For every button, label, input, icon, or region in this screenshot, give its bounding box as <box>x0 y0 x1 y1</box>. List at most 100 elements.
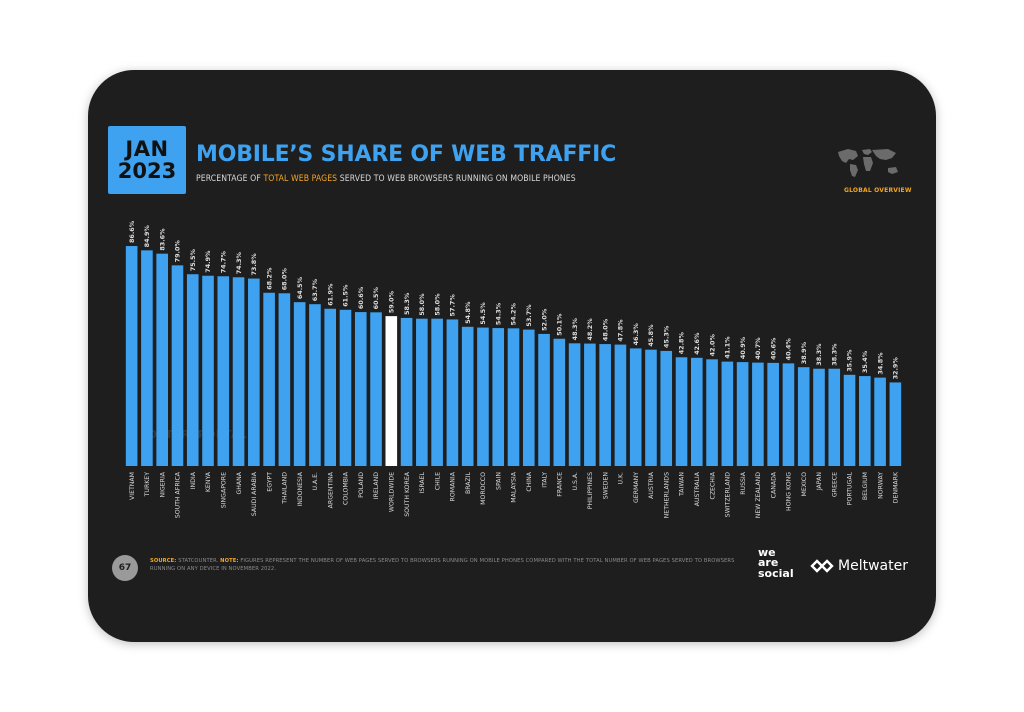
value-label-malaysia: 54.2% <box>510 303 518 326</box>
category-label-new-zealand: NEW ZEALAND <box>755 472 762 518</box>
bar-argentina <box>324 308 337 466</box>
subtitle-post: SERVED TO WEB BROWSERS RUNNING ON MOBILE… <box>337 174 576 184</box>
value-label-greece: 38.3% <box>830 343 838 366</box>
category-label-morocco: MOROCCO <box>480 472 487 505</box>
bar-norway <box>874 377 886 466</box>
bar-u-k <box>614 344 627 466</box>
bar-china <box>522 329 535 466</box>
value-label-nigeria: 83.6% <box>158 228 166 251</box>
bar-italy <box>538 333 550 466</box>
value-label-austria: 45.8% <box>647 324 655 347</box>
value-label-saudi-arabia: 73.8% <box>250 253 258 276</box>
value-label-hong-kong: 40.4% <box>785 338 793 361</box>
bar-denmark <box>889 382 902 466</box>
category-label-kenya: KENYA <box>205 471 212 492</box>
value-label-new-zealand: 40.7% <box>754 337 762 360</box>
section-label: GLOBAL OVERVIEW <box>844 187 912 194</box>
category-label-u-k: U.K. <box>618 472 625 485</box>
bar-south-africa <box>171 265 184 466</box>
category-label-brazil: BRAZIL <box>465 471 472 494</box>
value-label-ghana: 74.3% <box>235 252 243 275</box>
category-label-mexico: MEXICO <box>801 472 808 497</box>
bar-germany <box>629 348 642 466</box>
category-label-worldwide: WORLDWIDE <box>389 472 396 512</box>
logo-line-2: are <box>758 556 779 570</box>
value-label-egypt: 68.2% <box>265 267 273 290</box>
category-label-portugal: PORTUGAL <box>847 471 854 505</box>
category-label-china: CHINA <box>526 471 533 491</box>
value-label-switzerland: 41.1% <box>724 336 732 359</box>
value-label-canada: 40.6% <box>769 337 777 360</box>
value-label-india: 75.5% <box>189 248 197 271</box>
category-label-poland: POLAND <box>358 472 365 498</box>
bar-new-zealand <box>752 362 764 466</box>
category-label-spain: SPAIN <box>495 472 502 490</box>
category-label-czechia: CZECHIA <box>709 471 716 499</box>
bar-ghana <box>232 277 245 466</box>
value-label-morocco: 54.5% <box>479 302 487 325</box>
category-label-india: INDIA <box>190 471 197 489</box>
bar-austria <box>645 349 657 466</box>
value-label-netherlands: 45.3% <box>662 325 670 348</box>
bar-canada <box>767 362 779 466</box>
bar-south-korea <box>400 317 413 466</box>
category-label-ireland: IRELAND <box>373 472 380 499</box>
value-label-vietnam: 86.6% <box>128 220 136 243</box>
category-label-ghana: GHANA <box>236 471 243 494</box>
value-label-czechia: 42.0% <box>708 334 716 357</box>
bar-turkey <box>141 250 153 466</box>
bar-japan <box>813 368 825 466</box>
bar-poland <box>354 312 367 466</box>
category-label-sweden: SWEDEN <box>602 472 609 500</box>
value-label-norway: 34.8% <box>876 352 884 375</box>
category-label-germany: GERMANY <box>633 472 640 503</box>
page-number: 67 <box>112 555 138 581</box>
value-label-france: 50.1% <box>556 313 564 336</box>
category-label-singapore: SINGAPORE <box>220 472 227 508</box>
value-label-south-africa: 79.0% <box>174 240 182 263</box>
value-label-u-a-e: 63.7% <box>311 278 319 301</box>
value-label-thailand: 68.0% <box>281 268 289 291</box>
bar-israel <box>416 318 428 466</box>
category-label-turkey: TURKEY <box>144 472 151 498</box>
bar-romania <box>446 319 459 466</box>
value-label-colombia: 61.5% <box>342 284 350 307</box>
category-label-south-africa: SOUTH AFRICA <box>175 471 182 518</box>
category-label-egypt: EGYPT <box>266 472 273 492</box>
bar-netherlands <box>660 350 673 466</box>
bar-saudi-arabia <box>248 278 260 466</box>
bar-chart: 86.6% VIETNAM 84.9% TURKEY 83.6% NIGERIA 79.0%… <box>125 220 902 518</box>
value-label-ireland: 60.5% <box>372 287 380 310</box>
bar-russia <box>736 362 749 466</box>
category-label-israel: ISRAEL <box>419 471 426 493</box>
bar-philippines <box>584 343 596 466</box>
world-map-icon <box>838 149 898 177</box>
category-label-norway: NORWAY <box>877 472 884 499</box>
bar-sweden <box>599 344 611 466</box>
category-label-italy: ITALY <box>541 472 548 488</box>
category-label-australia: AUSTRALIA <box>694 471 701 506</box>
category-label-france: FRANCE <box>557 472 564 497</box>
meltwater-mark-icon <box>810 559 834 573</box>
meltwater-logo: Meltwater <box>810 558 908 574</box>
value-label-russia: 40.9% <box>739 336 747 359</box>
value-label-portugal: 35.9% <box>846 349 854 372</box>
value-label-israel: 58.0% <box>418 293 426 316</box>
value-label-turkey: 84.9% <box>143 225 151 248</box>
bar-taiwan <box>675 357 688 466</box>
bar-vietnam <box>125 246 138 466</box>
category-label-denmark: DENMARK <box>893 471 900 503</box>
value-label-australia: 42.6% <box>693 332 701 355</box>
logo-line-1: we <box>758 546 776 559</box>
category-label-greece: GREECE <box>831 472 838 497</box>
bar-portugal <box>843 374 856 466</box>
value-label-sweden: 48.0% <box>601 318 609 341</box>
value-label-romania: 57.7% <box>449 294 457 317</box>
bar-hong-kong <box>782 363 795 466</box>
bar-u-s-a <box>568 343 581 466</box>
value-label-denmark: 32.9% <box>892 357 900 380</box>
category-label-canada: CANADA <box>770 471 777 498</box>
bar-mexico <box>797 367 810 466</box>
footnote: SOURCE: STATCOUNTER. NOTE: FIGURES REPRE… <box>150 558 750 574</box>
note-label: NOTE: <box>220 558 239 564</box>
